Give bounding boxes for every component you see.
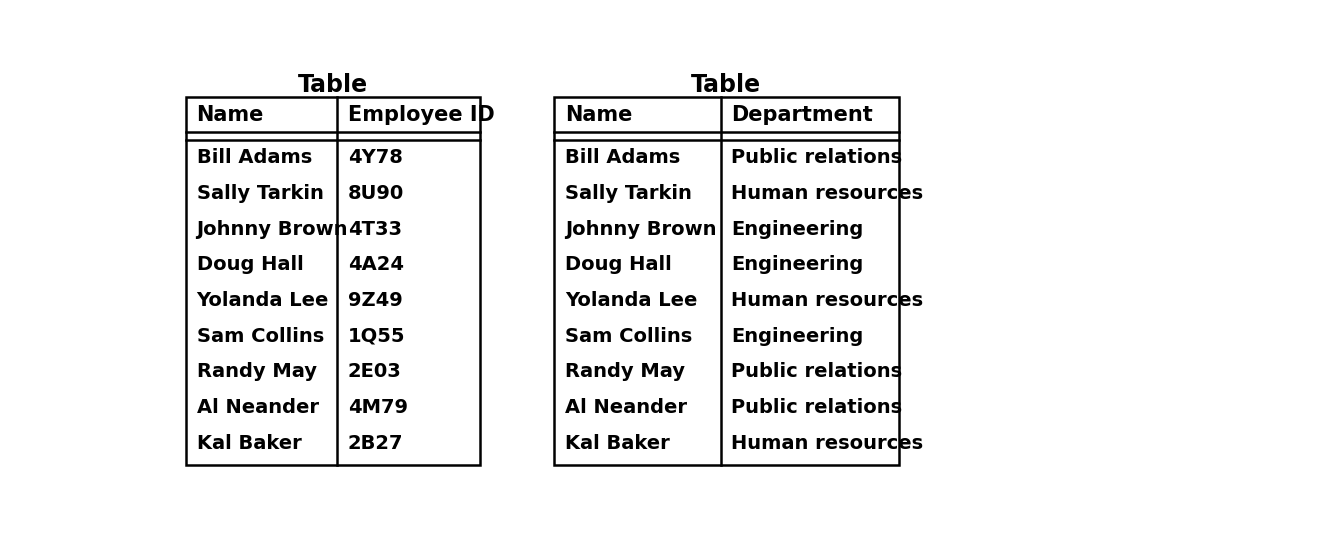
- Text: Name: Name: [564, 104, 632, 125]
- Text: Al Neander: Al Neander: [197, 398, 318, 417]
- Text: Bill Adams: Bill Adams: [197, 148, 311, 167]
- Text: Kal Baker: Kal Baker: [564, 434, 669, 453]
- Text: Yolanda Lee: Yolanda Lee: [197, 291, 329, 310]
- Bar: [554, 97, 898, 465]
- Text: Human resources: Human resources: [731, 184, 924, 203]
- Text: 4Y78: 4Y78: [347, 148, 402, 167]
- Text: 2B27: 2B27: [347, 434, 403, 453]
- Text: Public relations: Public relations: [731, 363, 902, 381]
- Text: 9Z49: 9Z49: [347, 291, 402, 310]
- Text: Sam Collins: Sam Collins: [564, 327, 692, 346]
- Text: Sally Tarkin: Sally Tarkin: [564, 184, 692, 203]
- Text: Randy May: Randy May: [197, 363, 317, 381]
- Text: Doug Hall: Doug Hall: [197, 256, 303, 274]
- Text: Table: Table: [298, 73, 369, 97]
- Text: Engineering: Engineering: [731, 256, 864, 274]
- Text: 4M79: 4M79: [347, 398, 407, 417]
- Text: Johnny Brown: Johnny Brown: [564, 220, 716, 239]
- Text: Engineering: Engineering: [731, 220, 864, 239]
- Text: Bill Adams: Bill Adams: [564, 148, 680, 167]
- Text: Engineering: Engineering: [731, 327, 864, 346]
- Text: Sam Collins: Sam Collins: [197, 327, 323, 346]
- Text: Public relations: Public relations: [731, 398, 902, 417]
- Text: Department: Department: [731, 104, 873, 125]
- Text: Human resources: Human resources: [731, 434, 924, 453]
- Text: Employee ID: Employee ID: [347, 104, 495, 125]
- Text: 4A24: 4A24: [347, 256, 403, 274]
- Text: Table: Table: [691, 73, 761, 97]
- Text: Name: Name: [197, 104, 264, 125]
- Text: 8U90: 8U90: [347, 184, 405, 203]
- Text: Al Neander: Al Neander: [564, 398, 687, 417]
- Text: 4T33: 4T33: [347, 220, 402, 239]
- Text: Johnny Brown: Johnny Brown: [197, 220, 349, 239]
- Text: Randy May: Randy May: [564, 363, 684, 381]
- Text: 2E03: 2E03: [347, 363, 402, 381]
- Text: Kal Baker: Kal Baker: [197, 434, 301, 453]
- Text: 1Q55: 1Q55: [347, 327, 405, 346]
- Text: Human resources: Human resources: [731, 291, 924, 310]
- Bar: [186, 97, 480, 465]
- Text: Yolanda Lee: Yolanda Lee: [564, 291, 697, 310]
- Text: Doug Hall: Doug Hall: [564, 256, 671, 274]
- Text: Sally Tarkin: Sally Tarkin: [197, 184, 323, 203]
- Text: Public relations: Public relations: [731, 148, 902, 167]
